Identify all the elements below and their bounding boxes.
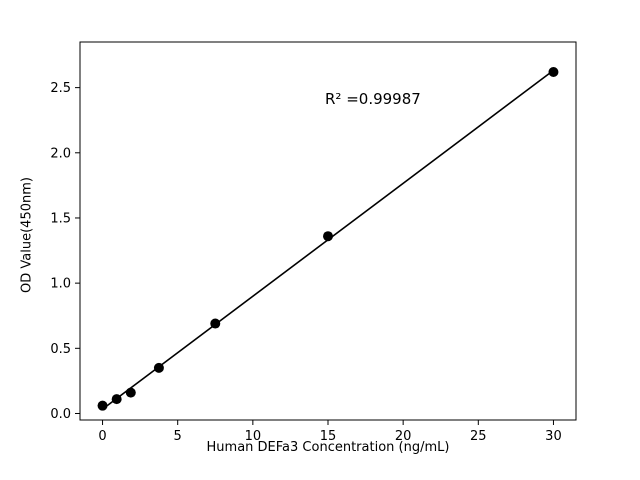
x-tick-label: 5 (174, 429, 182, 444)
x-tick-label: 10 (245, 429, 262, 444)
x-tick-label: 15 (320, 429, 337, 444)
x-tick-label: 30 (545, 429, 562, 444)
data-point (323, 231, 333, 242)
y-tick-label: 2.0 (50, 146, 71, 161)
x-tick-label: 20 (395, 429, 412, 444)
data-point (210, 318, 221, 329)
data-point (111, 394, 122, 405)
y-tick-label: 2.5 (50, 81, 71, 96)
y-tick-label: 1.5 (50, 211, 71, 226)
x-tick-label: 0 (98, 429, 106, 444)
r-squared-annotation: R² =0.99987 (325, 90, 421, 108)
y-tick-label: 1.0 (50, 277, 71, 292)
data-point (548, 66, 559, 77)
x-axis-label: Human DEFa3 Concentration (ng/mL) (206, 440, 450, 455)
y-tick-label: 0.5 (50, 342, 71, 357)
data-point (125, 387, 136, 398)
y-tick-label: 0.0 (50, 407, 71, 422)
data-point (153, 362, 164, 373)
x-tick-label: 25 (470, 429, 487, 444)
data-point (97, 400, 108, 411)
y-axis-label: OD Value(450nm) (19, 177, 35, 293)
